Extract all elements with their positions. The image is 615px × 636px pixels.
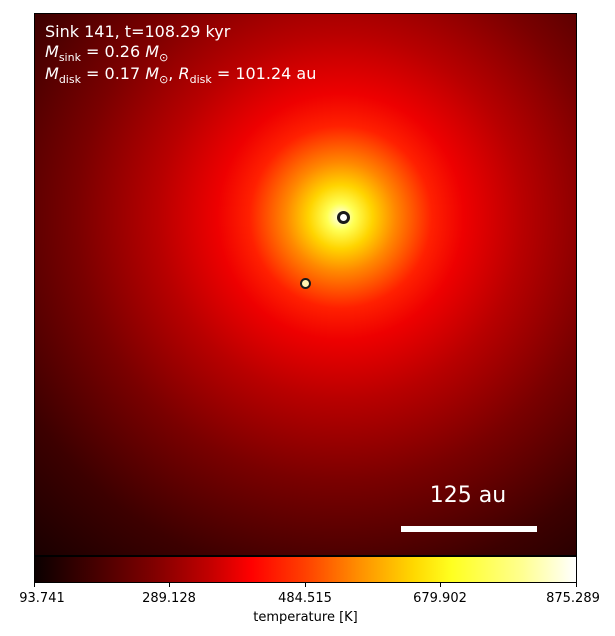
colorbar bbox=[34, 556, 577, 583]
colorbar-tick bbox=[576, 583, 577, 587]
colorbar-tick-label: 289.128 bbox=[142, 591, 196, 606]
colorbar-label: temperature [K] bbox=[253, 610, 358, 625]
sink-mass-symbol: M bbox=[45, 42, 59, 61]
plot-title: Sink 141, t=108.29 kyr bbox=[45, 22, 230, 42]
primary-sink-marker bbox=[337, 211, 350, 224]
disk-mass-unit: M bbox=[145, 64, 160, 83]
disk-radius-subscript: disk bbox=[189, 73, 212, 87]
colorbar-tick bbox=[440, 583, 441, 587]
colorbar-tick bbox=[169, 583, 170, 587]
disk-radius-unit: au bbox=[296, 64, 317, 83]
disk-mass-subscript: disk bbox=[58, 73, 81, 87]
sink-mass-subscript: sink bbox=[58, 51, 81, 65]
temperature-map: Sink 141, t=108.29 kyr Msink = 0.26 M⊙ M… bbox=[34, 13, 577, 556]
colorbar-tick-label: 679.902 bbox=[413, 591, 467, 606]
colorbar-tick bbox=[34, 583, 35, 587]
title-text: Sink 141, t=108.29 kyr bbox=[45, 22, 231, 41]
sink-mass-value: = 0.26 bbox=[86, 42, 141, 61]
disk-mass-unit-subscript: ⊙ bbox=[159, 73, 169, 87]
scale-bar-label: 125 au bbox=[429, 483, 507, 508]
disk-mass-symbol: M bbox=[45, 64, 59, 83]
disk-annotation: Mdisk = 0.17 M⊙, Rdisk = 101.24 au bbox=[45, 64, 317, 87]
sink-mass-annotation: Msink = 0.26 M⊙ bbox=[45, 42, 169, 65]
disk-radius-symbol: R bbox=[178, 64, 190, 83]
disk-separator: , bbox=[168, 64, 179, 83]
secondary-sink-marker bbox=[300, 278, 311, 289]
sink-mass-unit: M bbox=[145, 42, 160, 61]
scale-bar bbox=[401, 526, 537, 532]
colorbar-tick-label: 875.289 bbox=[546, 591, 600, 606]
disk-radius-value: = 101.24 bbox=[216, 64, 292, 83]
sink-mass-unit-subscript: ⊙ bbox=[159, 51, 169, 65]
colorbar-tick-label: 93.741 bbox=[19, 591, 65, 606]
disk-mass-value: = 0.17 bbox=[86, 64, 141, 83]
colorbar-tick-label: 484.515 bbox=[278, 591, 332, 606]
colorbar-tick bbox=[305, 583, 306, 587]
